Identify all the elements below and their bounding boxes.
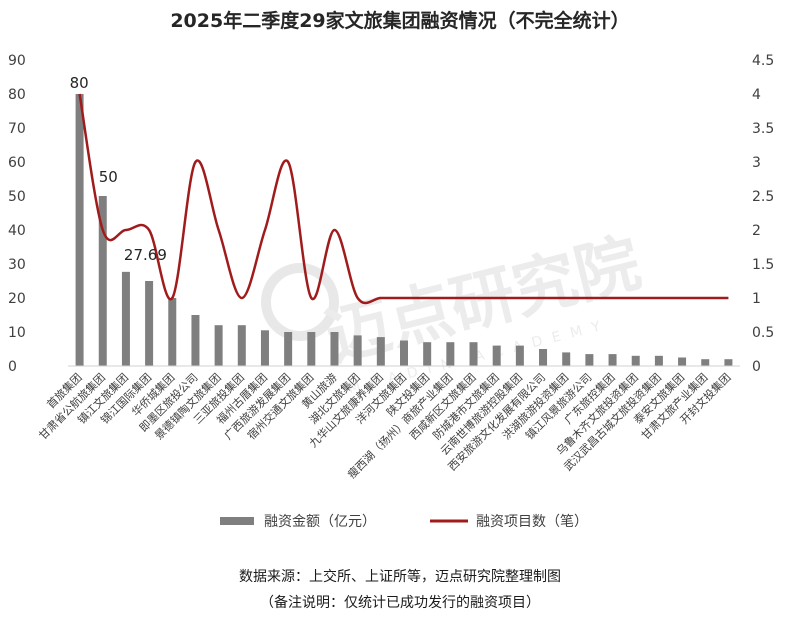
bar [492, 345, 501, 366]
y-left-tick-label: 20 [8, 291, 26, 307]
data-label: 50 [99, 168, 118, 186]
y-right-tick-label: 0 [752, 359, 761, 375]
bar [446, 342, 455, 366]
bar [724, 359, 733, 366]
bar [145, 281, 154, 366]
bar [376, 337, 385, 366]
bar [701, 359, 710, 366]
y-left-tick-label: 90 [8, 53, 26, 69]
bar [168, 298, 177, 366]
bar [585, 354, 594, 366]
chart-title: 2025年二季度29家文旅集团融资情况（不完全统计） [170, 10, 630, 32]
bar [191, 315, 200, 366]
y-right-tick-label: 3.5 [752, 121, 774, 137]
y-left-tick-label: 30 [8, 257, 26, 273]
data-labels: 80 50 27.69 [70, 74, 167, 264]
bar-series [75, 94, 733, 366]
y-left-tick-label: 40 [8, 223, 26, 239]
bar [284, 332, 293, 366]
legend-item-bar: 融资金额（亿元） [220, 514, 376, 530]
data-label: 27.69 [124, 246, 167, 264]
bar [562, 352, 571, 366]
legend-swatch-bar [220, 517, 254, 525]
bar [330, 332, 339, 366]
bar [353, 335, 362, 366]
bar [98, 196, 107, 366]
watermark-logo [261, 263, 339, 341]
legend-label-bar: 融资金额（亿元） [264, 514, 376, 530]
bar [400, 340, 408, 366]
data-label: 80 [70, 74, 89, 92]
y-left-tick-label: 0 [8, 359, 17, 375]
bar [539, 349, 548, 366]
bar [260, 330, 269, 366]
y-right-tick-label: 2.5 [752, 189, 774, 205]
y-left-tick-label: 60 [8, 155, 26, 171]
line-series [78, 93, 729, 305]
bar [214, 325, 223, 366]
category-labels: 首旅集团甘肃省公航旅集团镇江文旅集团锦江国际集团华侨城集团即墨区旅投公司景德镇陶… [36, 370, 734, 481]
source-text: 数据来源：上交所、上证所等，迈点研究院整理制图 [239, 569, 561, 585]
bar [631, 355, 640, 366]
legend-item-line: 融资项目数（笔） [430, 514, 588, 530]
bar [75, 94, 84, 366]
bar [515, 345, 524, 366]
y-right-tick-label: 1 [752, 291, 761, 307]
y-right-tick-label: 3 [752, 155, 761, 171]
bar [121, 271, 130, 366]
y-left-tick-label: 10 [8, 325, 26, 341]
y-right-tick-label: 4 [752, 87, 761, 103]
note-text: （备注说明：仅统计已成功发行的融资项目） [260, 595, 540, 611]
legend-label-line: 融资项目数（笔） [476, 514, 588, 530]
bar [608, 354, 617, 366]
bar [307, 332, 316, 366]
bar [678, 357, 687, 366]
axes: 0 10 20 30 40 50 60 70 80 90 0 0.5 1 1.5 2 2.5 3 3.5 4 4.5 [8, 53, 774, 375]
y-right-tick-label: 2 [752, 223, 761, 239]
y-right-tick-label: 1.5 [752, 257, 774, 273]
y-left-tick-label: 50 [8, 189, 26, 205]
y-left-tick-label: 70 [8, 121, 26, 137]
y-right-tick-label: 4.5 [752, 53, 774, 69]
bar [423, 342, 432, 366]
bar [237, 325, 246, 366]
bar [654, 355, 663, 366]
legend: 融资金额（亿元） 融资项目数（笔） [220, 514, 588, 530]
bar [469, 342, 478, 366]
y-right-tick-label: 0.5 [752, 325, 774, 341]
y-left-tick-label: 80 [8, 87, 26, 103]
